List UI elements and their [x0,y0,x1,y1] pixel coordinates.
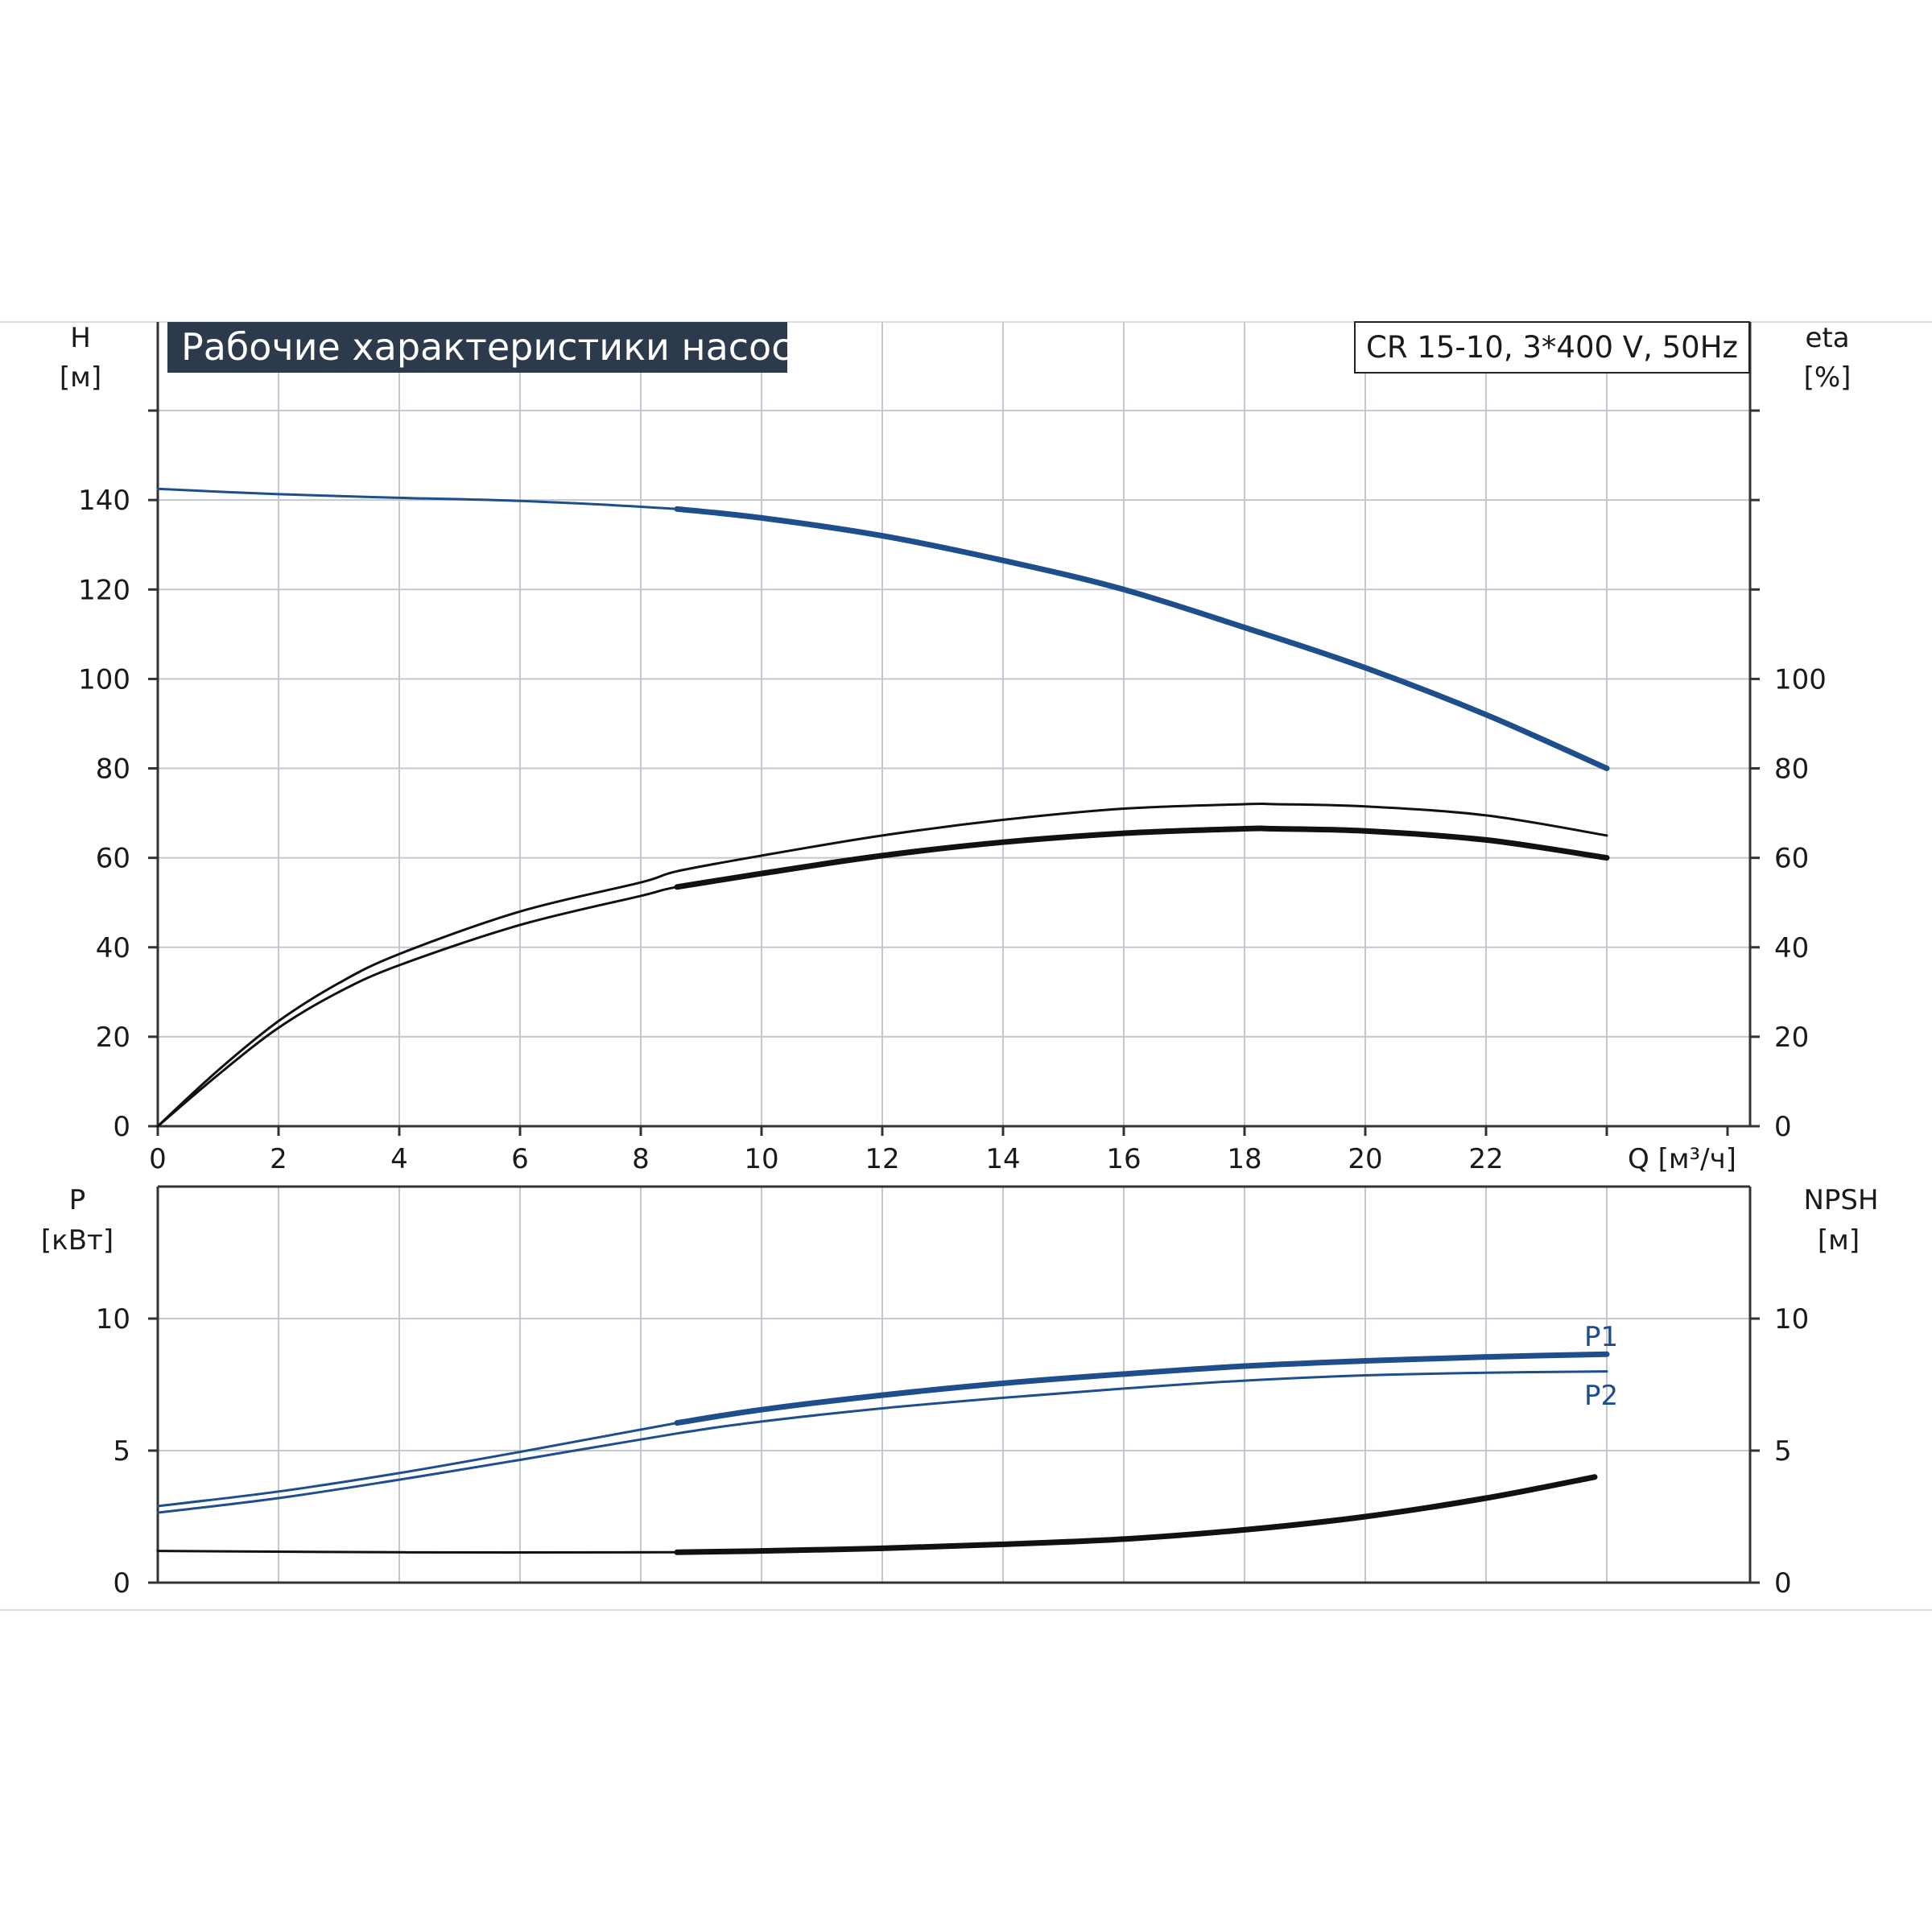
upper-left-tick-label: 20 [96,1022,130,1054]
lower-grid [158,1187,1750,1583]
upper-right-tick-label: 0 [1774,1111,1792,1143]
series-p2-line [156,1370,1608,1514]
upper-right-tick-label: 100 [1774,663,1827,696]
upper-right-tick-label: 40 [1774,932,1809,964]
series-eta-lower-duty-range [674,825,1610,890]
series-h-duty-range [674,506,1610,771]
lower-left-tick-label: 5 [113,1435,130,1468]
x-tick-label: 8 [632,1143,650,1175]
upper-left-tick-label: 100 [78,663,130,696]
lower-left-tick-label: 10 [96,1303,130,1335]
lower-right-tick-label: 0 [1774,1567,1792,1600]
axes [148,322,1760,1584]
upper-left-tick-label: 40 [96,932,130,964]
x-axis-label: Q [м³/ч] [1628,1143,1736,1175]
x-tick-label: 10 [744,1143,778,1175]
upper-left-axis-label: H [70,322,91,354]
upper-right-axis-unit: [%] [1804,361,1852,394]
lower-left-axis-label: P [69,1184,86,1216]
series-npsh-duty-range [674,1474,1598,1555]
model-label: CR 15-10, 3*400 V, 50Hz [1366,330,1738,365]
series-label-p2: P2 [1584,1380,1618,1412]
lower-right-tick-label: 10 [1774,1303,1809,1335]
x-tick-label: 0 [149,1143,167,1175]
x-tick-label: 16 [1106,1143,1141,1175]
upper-right-tick-label: 80 [1774,753,1809,786]
series-p1-duty-range [674,1351,1610,1426]
lower-right-axis-unit: [м] [1818,1224,1860,1257]
x-tick-label: 6 [511,1143,529,1175]
title-background [167,322,787,373]
tick-labels: 0 2 4 6 8 10 12 14 16 18 20 22020406080100120140020… [78,485,1827,1600]
chart-title: Рабочие характеристики насоса [181,325,815,369]
upper-left-tick-label: 0 [113,1111,130,1143]
lower-left-axis-unit: [кВт] [41,1224,114,1257]
upper-grid [158,322,1750,1126]
x-tick-label: 2 [270,1143,287,1175]
x-tick-label: 4 [390,1143,408,1175]
model-box [1354,321,1750,374]
upper-left-tick-label: 60 [96,843,130,875]
x-tick-label: 20 [1348,1143,1382,1175]
series-lines [156,487,1610,1555]
x-tick-label: 12 [865,1143,899,1175]
x-tick-label: 14 [985,1143,1020,1175]
lower-right-tick-label: 5 [1774,1435,1792,1468]
upper-left-tick-label: 140 [78,485,130,517]
x-tick-label: 22 [1468,1143,1503,1175]
upper-left-axis-unit: [м] [60,361,101,394]
upper-left-tick-label: 80 [96,753,130,786]
series-eta-upper-line [156,802,1608,1128]
upper-left-tick-label: 120 [78,574,130,606]
upper-right-axis-label: eta [1805,322,1849,354]
upper-right-tick-label: 20 [1774,1022,1809,1054]
lower-left-tick-label: 0 [113,1567,130,1600]
series-label-p1: P1 [1584,1321,1618,1353]
x-tick-label: 18 [1227,1143,1261,1175]
lower-right-axis-label: NPSH [1803,1184,1878,1216]
upper-right-tick-label: 60 [1774,843,1809,875]
